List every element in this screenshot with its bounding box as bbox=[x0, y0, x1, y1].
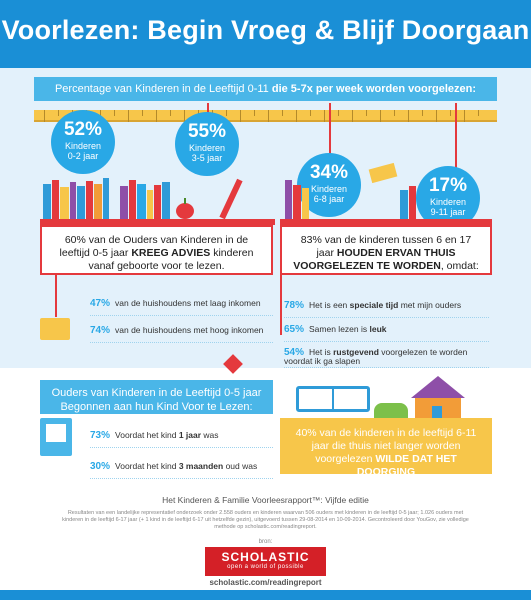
enjoy-statbox: 83% van de kinderen tussen 6 en 17 jaar … bbox=[280, 225, 492, 275]
list-item: 73% Voordat het kind 1 jaar was bbox=[90, 426, 273, 448]
header-bar: Voorlezen: Begin Vroeg & Blijf Doorgaan bbox=[0, 0, 531, 68]
report-url[interactable]: scholastic.com/readingreport bbox=[209, 578, 322, 587]
advice-statbox: 60% van de Ouders van Kinderen in de lee… bbox=[40, 225, 273, 275]
banner-prefix: Percentage van Kinderen in de Leeftijd 0… bbox=[54, 83, 272, 95]
page-title: Voorlezen: Begin Vroeg & Blijf Doorgaan bbox=[1, 15, 530, 45]
list-item: 47% van de huishoudens met laag inkomen bbox=[90, 294, 273, 316]
shelf-right bbox=[280, 219, 492, 225]
list-item: 74% van de huishoudens met hoog inkomen bbox=[90, 321, 273, 343]
ruler bbox=[34, 110, 497, 122]
envelope-icon bbox=[40, 318, 70, 340]
list-item: 78% Het is een speciale tijd met mijn oud… bbox=[284, 296, 489, 318]
methodology-note: Resultaten van een landelijke representa… bbox=[62, 510, 469, 530]
list-item: 54% Het is rustgevend voorgelezen te word… bbox=[284, 346, 489, 368]
scholastic-logo: SCHOLASTIC open a world of possible bbox=[205, 547, 326, 576]
source-label: bron: bbox=[258, 539, 273, 545]
bubble-3-5: 55% Kinderen 3-5 jaar bbox=[175, 112, 239, 176]
report-source: Het Kinderen & Familie Voorleesrapport™:… bbox=[162, 495, 369, 505]
footer-bar bbox=[0, 590, 531, 600]
stopped-reading-box: 40% van de kinderen in de leeftijd 6-11 … bbox=[280, 418, 492, 478]
parents-start-box: Ouders van Kinderen in de Leeftijd 0-5 j… bbox=[40, 380, 273, 414]
list-item: 65% Samen lezen is leuk bbox=[284, 320, 489, 342]
list-item: 30% Voordat het kind 3 maanden oud was bbox=[90, 457, 273, 479]
percentage-banner: Percentage van Kinderen in de Leeftijd 0… bbox=[34, 77, 497, 101]
shelf-left bbox=[40, 219, 275, 225]
banner-emphasis: die 5-7x per week worden voorgelezen: bbox=[271, 83, 477, 95]
bubble-0-2: 52% Kinderen 0-2 jaar bbox=[51, 110, 115, 174]
